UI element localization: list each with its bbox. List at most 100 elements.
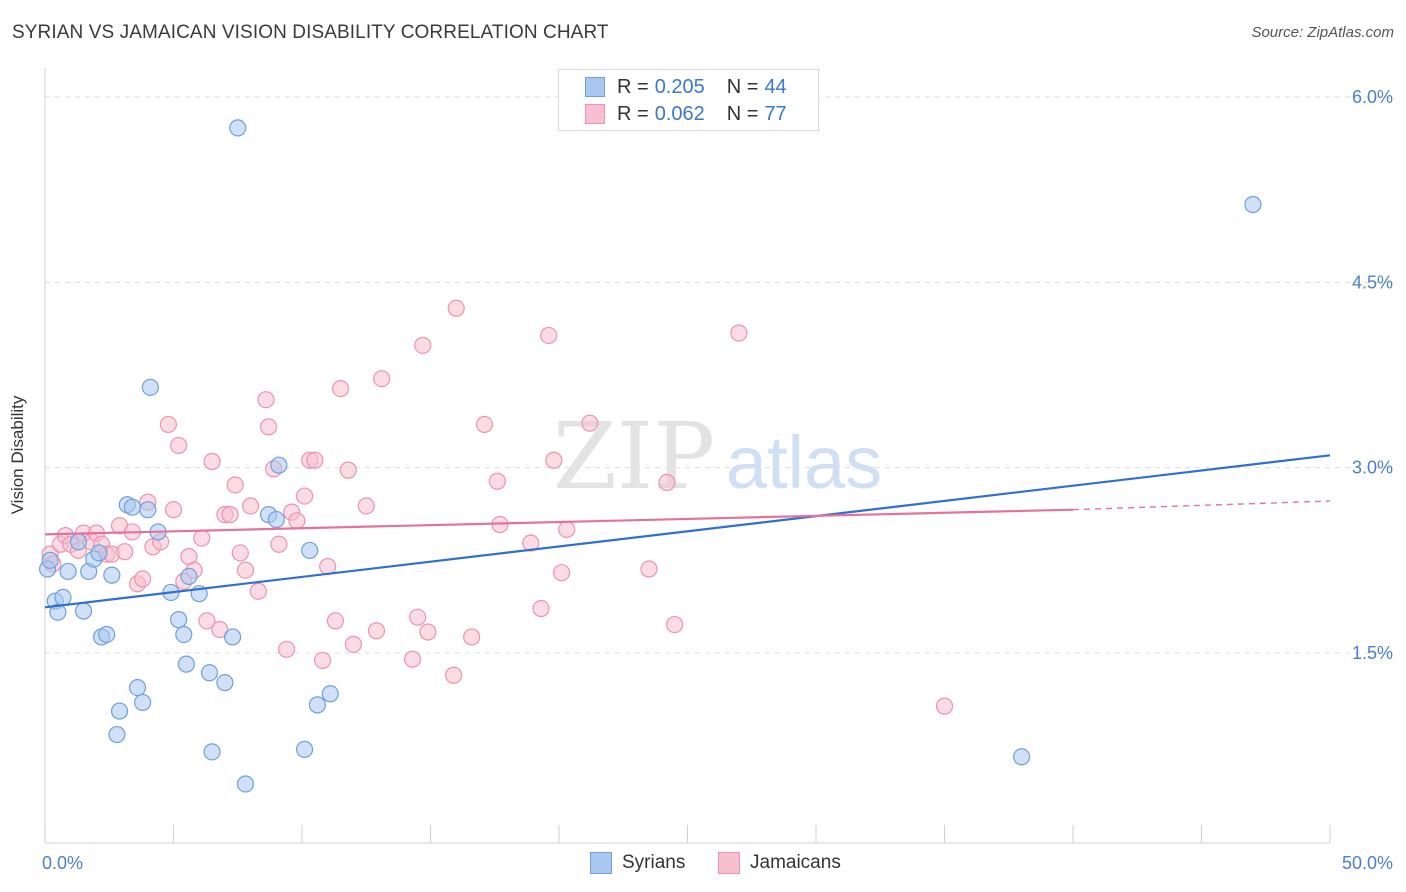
jamaicans-point-57	[409, 608, 427, 626]
jamaicans-point-36	[249, 582, 267, 600]
syrians-point-43	[1244, 195, 1262, 214]
jamaicans-point-31	[221, 506, 239, 524]
syrians-point-25	[175, 625, 193, 644]
y-tick-label-1: 3.0%	[1352, 458, 1393, 478]
jamaicans-point-33	[231, 544, 249, 562]
jamaicans-point-47	[313, 651, 332, 670]
syrians-point-33	[229, 119, 247, 137]
jamaicans-point-32	[226, 476, 244, 494]
jamaicans-point-73	[640, 560, 658, 578]
jamaicans-point-59	[419, 623, 437, 641]
syrians-point-7	[74, 602, 93, 620]
jamaicans-point-60	[445, 666, 463, 684]
jamaicans-trend-line	[44, 508, 1074, 536]
jamaicans-point-69	[545, 451, 563, 469]
syrians-legend-swatch	[590, 852, 612, 874]
jamaicans-point-26	[193, 529, 211, 547]
source-label: Source: ZipAtlas.com	[1251, 24, 1394, 41]
syrians-point-31	[216, 674, 234, 692]
syrians-point-30	[203, 743, 221, 761]
jamaicans-point-44	[295, 487, 314, 505]
x-tick-label-max: 50.0%	[1342, 853, 1393, 873]
legend-row-jamaicans: R = 0.062 N = 77	[585, 102, 787, 126]
jamaicans-point-20	[159, 415, 177, 434]
jamaicans-point-21	[164, 501, 183, 519]
syrians-point-41	[321, 685, 339, 703]
jamaicans-point-62	[463, 628, 481, 646]
jamaicans-points	[41, 299, 954, 715]
jamaicans-point-16	[134, 570, 152, 588]
jamaicans-point-55	[373, 370, 391, 388]
jamaicans-point-37	[257, 391, 275, 409]
syrians-point-6	[69, 533, 88, 551]
jamaicans-trend-extension	[1072, 500, 1331, 511]
syrians-point-21	[141, 378, 159, 396]
jamaicans-point-74	[658, 473, 676, 492]
axes	[44, 68, 1331, 844]
syrians-point-39	[301, 541, 319, 560]
jamaicans-point-71	[558, 520, 576, 539]
y-tick-label-0: 1.5%	[1352, 643, 1393, 663]
jamaicans-point-38	[259, 418, 278, 436]
jamaicans-point-68	[540, 326, 558, 345]
x-tick-labels: 0.0% 50.0%	[42, 853, 1393, 873]
jamaicans-point-61	[447, 299, 465, 317]
jamaicans-point-50	[331, 379, 350, 398]
syrians-point-13	[103, 566, 121, 584]
jamaicans-point-29	[211, 620, 229, 639]
jamaicans-point-13	[116, 543, 134, 561]
y-axis-label: Vision Disability	[8, 395, 27, 515]
syrians-n-value: 44	[764, 75, 787, 98]
jamaicans-point-22	[170, 436, 188, 455]
jamaicans-point-54	[367, 622, 386, 640]
syrians-point-26	[177, 655, 195, 673]
jamaicans-point-67	[532, 599, 550, 618]
jamaicans-point-49	[326, 612, 345, 630]
jamaicans-legend-label: Jamaicans	[750, 852, 841, 873]
jamaicans-point-76	[730, 324, 748, 342]
syrians-r-value: 0.205	[654, 75, 705, 98]
jamaicans-point-28	[203, 452, 221, 471]
syrians-point-17	[123, 498, 141, 516]
syrians-point-42	[1012, 748, 1031, 766]
jamaicans-n-label: N =	[726, 102, 759, 125]
syrians-legend-label: Syrians	[622, 852, 686, 873]
syrians-point-12	[98, 625, 116, 644]
syrians-point-15	[110, 702, 129, 720]
syrians-r-label: R =	[617, 75, 649, 98]
syrians-point-27	[180, 567, 198, 585]
syrians-point-19	[134, 693, 152, 712]
x-tick-label-min: 0.0%	[42, 853, 83, 873]
syrians-point-10	[90, 544, 108, 562]
jamaicans-point-66	[522, 534, 540, 552]
syrians-point-18	[128, 678, 147, 697]
syrians-point-1	[41, 551, 59, 569]
syrians-point-38	[295, 740, 314, 758]
watermark: ZIP atlas	[553, 403, 882, 510]
trend-lines	[44, 454, 1331, 609]
jamaicans-point-52	[344, 635, 362, 653]
syrians-point-36	[267, 510, 285, 529]
jamaicans-swatch	[585, 104, 605, 124]
syrians-point-4	[54, 588, 72, 607]
jamaicans-point-41	[277, 640, 296, 658]
correlation-legend: R = 0.205 N = 44 R = 0.062 N = 77	[558, 69, 819, 131]
jamaicans-point-46	[306, 451, 324, 469]
jamaicans-point-63	[475, 415, 494, 434]
y-tick-label-3: 6.0%	[1352, 87, 1393, 107]
syrians-point-20	[139, 501, 157, 519]
legend-row-syrians: R = 0.205 N = 44	[585, 75, 787, 99]
syrians-point-34	[236, 775, 255, 793]
syrians-point-14	[108, 725, 126, 744]
syrians-point-5	[59, 562, 77, 581]
chart-title: SYRIAN VS JAMAICAN VISION DISABILITY COR…	[12, 22, 609, 43]
watermark-zip: ZIP	[553, 403, 715, 510]
jamaicans-point-70	[552, 564, 571, 582]
jamaicans-point-34	[236, 561, 255, 579]
jamaicans-r-label: R =	[617, 102, 649, 125]
bottom-legend-jamaicans: Jamaicans	[718, 852, 841, 874]
syrians-point-24	[170, 611, 188, 629]
jamaicans-n-value: 77	[764, 102, 787, 125]
jamaicans-point-77	[935, 697, 954, 715]
